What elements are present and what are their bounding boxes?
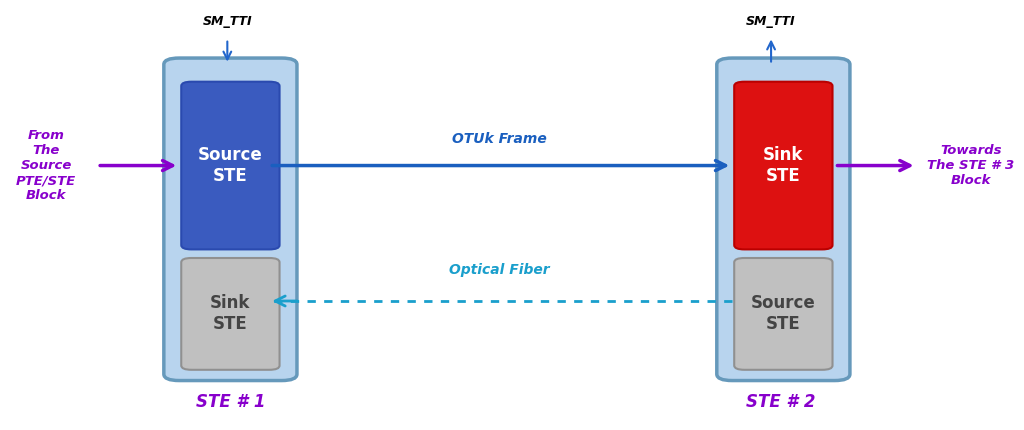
Text: From
The
Source
PTE/STE
Block: From The Source PTE/STE Block <box>16 129 76 202</box>
Text: Source
STE: Source STE <box>198 146 263 185</box>
Text: SM_TTI: SM_TTI <box>746 15 796 28</box>
Text: Sink
STE: Sink STE <box>210 295 251 333</box>
Text: Optical Fiber: Optical Fiber <box>450 263 550 277</box>
Text: STE # 1: STE # 1 <box>196 393 265 411</box>
Text: Sink
STE: Sink STE <box>763 146 804 185</box>
FancyBboxPatch shape <box>181 258 280 370</box>
FancyBboxPatch shape <box>734 82 833 249</box>
Text: SM_TTI: SM_TTI <box>203 15 252 28</box>
Text: Source
STE: Source STE <box>751 295 816 333</box>
Text: STE # 2: STE # 2 <box>745 393 815 411</box>
FancyBboxPatch shape <box>717 58 850 381</box>
FancyBboxPatch shape <box>181 82 280 249</box>
FancyBboxPatch shape <box>164 58 297 381</box>
Text: OTUk Frame: OTUk Frame <box>453 132 547 146</box>
FancyBboxPatch shape <box>734 258 833 370</box>
Text: Towards
The STE # 3
Block: Towards The STE # 3 Block <box>927 144 1015 187</box>
